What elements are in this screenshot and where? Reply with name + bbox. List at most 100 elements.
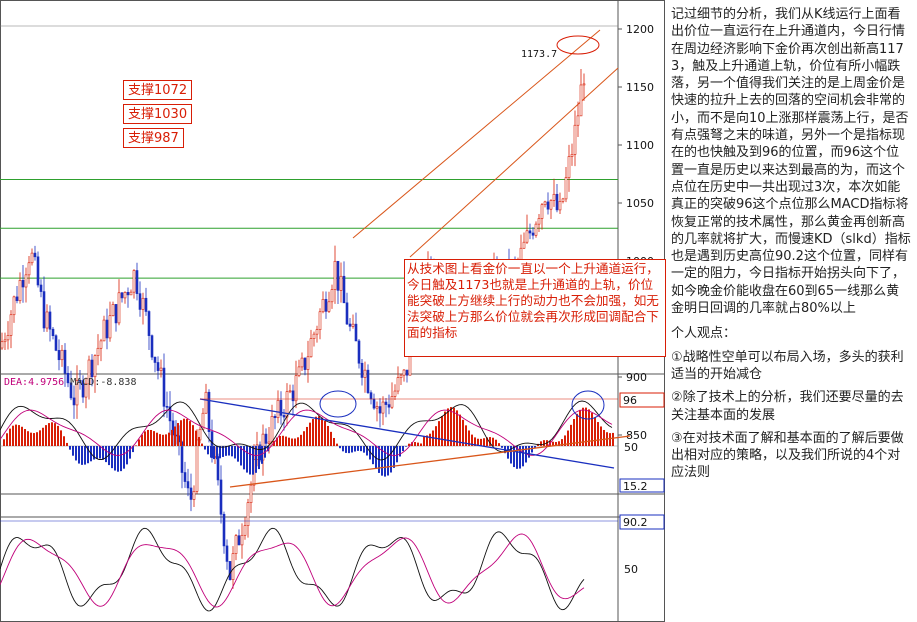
macd-bar (63, 436, 65, 446)
macd-bar (36, 432, 38, 446)
candle-body (15, 296, 19, 302)
macd-bar (411, 442, 413, 446)
macd-bar (162, 434, 164, 446)
macd-bar (84, 446, 86, 465)
candle-body (522, 241, 526, 249)
candle-body (39, 284, 43, 292)
macd-bar (30, 432, 32, 446)
macd-bar (18, 425, 20, 446)
macd-bar (48, 423, 50, 446)
candle-body (546, 201, 550, 210)
macd-bar (108, 446, 110, 466)
macd-bar (357, 446, 359, 451)
candle-body (270, 415, 274, 443)
macd-bar (141, 434, 143, 446)
macd-bar (336, 443, 338, 446)
macd-bar (597, 422, 599, 446)
macd-bar (150, 429, 152, 446)
candle-body (36, 256, 40, 286)
candle-body (399, 374, 403, 378)
macd-bar (303, 431, 305, 446)
macd-bar (489, 437, 491, 446)
candle-body (396, 377, 400, 392)
candle-body (330, 289, 334, 303)
macd-trend-down (199, 398, 615, 469)
candle-body (66, 372, 70, 384)
candle-body (18, 280, 22, 302)
candle-body (297, 366, 301, 377)
candle-body (180, 441, 184, 473)
candle-body (78, 380, 82, 382)
macd-bar (135, 445, 137, 446)
opinion-item-2: ②除了技术上的分析，我们还要尽量的去关注基本面的发展 (671, 390, 904, 423)
candle-body (246, 502, 250, 526)
macd-bar (405, 446, 407, 447)
macd-bar (27, 431, 29, 446)
macd-bar (153, 431, 155, 446)
candle-body (45, 311, 49, 329)
macd-bar (177, 423, 179, 446)
candle-body (555, 193, 559, 211)
candle-body (582, 83, 586, 86)
price-tick-label: 900 (626, 371, 647, 384)
macd-bar (15, 424, 17, 446)
macd-bar (519, 446, 521, 469)
macd-bar (540, 441, 542, 446)
macd-bar (228, 446, 230, 456)
macd-bar (198, 437, 200, 446)
candle-body (321, 299, 325, 313)
macd-bar (564, 435, 566, 446)
candle-body (3, 339, 7, 343)
macd-bar (138, 439, 140, 446)
candle-body (375, 406, 379, 409)
candle-body (348, 323, 352, 327)
macd-bar (501, 446, 503, 448)
macd-bar (6, 433, 8, 446)
candle-body (237, 535, 241, 546)
macd-bar (312, 419, 314, 446)
candle-body (69, 382, 73, 399)
macd-bar (78, 446, 80, 464)
macd-bar (294, 438, 296, 446)
opinion-item-1: ①战略性空单可以布局入场，多头的获利适当的开始减仓 (671, 349, 904, 382)
candle-body (63, 349, 67, 374)
macd-bar (390, 446, 392, 473)
macd-bar (243, 446, 245, 470)
macd-bar (21, 426, 23, 446)
candle-body (354, 323, 358, 342)
macd-dea-line (0, 409, 613, 456)
macd-ellipse-2 (571, 390, 605, 420)
macd-bar (99, 446, 101, 459)
macd-bar (96, 446, 98, 459)
candle-body (336, 260, 340, 291)
macd-bar (216, 446, 218, 460)
macd-bar (426, 435, 428, 446)
macd-bar (561, 439, 563, 446)
macd-bar (285, 436, 287, 446)
candle-body (312, 333, 316, 339)
macd-bar (399, 446, 401, 457)
candle-body (30, 252, 34, 264)
candle-body (81, 380, 85, 398)
candle-body (552, 193, 556, 201)
support-label-1030: 支撑1030 (123, 104, 193, 124)
macd-bar (174, 426, 176, 446)
candle-body (387, 404, 391, 408)
candle-body (48, 311, 52, 330)
opinion-item-3: ③在对技术面了解和基本面的了解后要做出相对应的策略，以及我们所说的4个对应法则 (671, 430, 904, 481)
macd-bar (522, 446, 524, 467)
dea-value: DEA:4.9756 (4, 377, 65, 388)
macd-bar (54, 423, 56, 446)
candle-body (54, 335, 58, 351)
macd-bar (255, 446, 257, 473)
macd-bar (612, 432, 614, 446)
candle-body (111, 304, 115, 317)
macd-bar (234, 446, 236, 459)
macd-bar (492, 437, 494, 446)
macd-bar (237, 446, 239, 462)
candle-body (123, 292, 127, 299)
macd-bar (459, 414, 461, 446)
candle-body (273, 415, 277, 419)
candle-body (540, 204, 544, 219)
macd-ellipse-1 (319, 390, 357, 418)
